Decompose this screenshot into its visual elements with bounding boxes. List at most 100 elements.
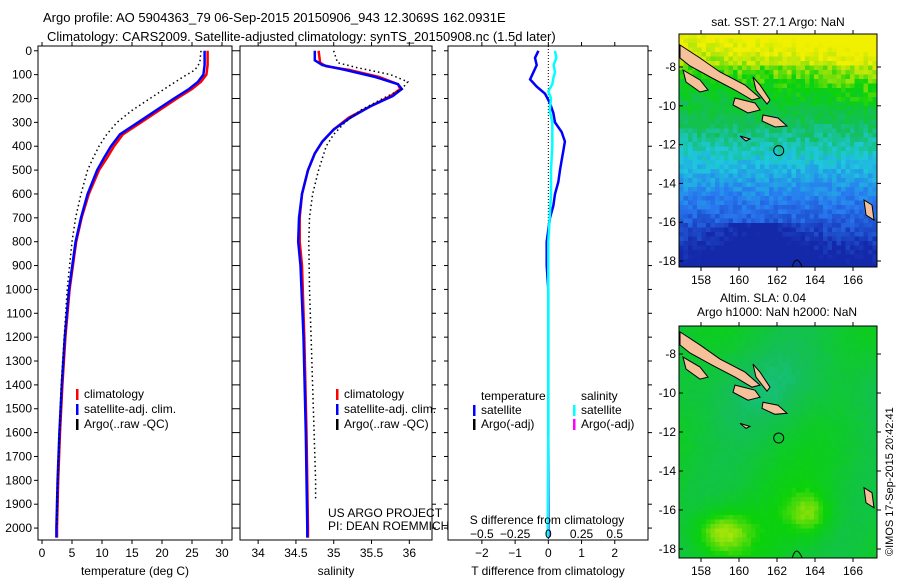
sst-cell xyxy=(760,106,765,111)
sst-cell xyxy=(751,223,756,228)
sst-cell xyxy=(791,218,797,224)
sla-cell xyxy=(854,461,860,466)
sla-cell xyxy=(854,470,860,475)
sla-cell xyxy=(854,389,860,394)
sla-cell xyxy=(809,546,815,552)
sst-cell xyxy=(728,200,734,206)
sla-cell xyxy=(692,326,698,331)
sst-cell xyxy=(724,191,729,197)
sst-cell xyxy=(782,259,788,264)
sst-cell xyxy=(859,214,864,219)
legend-label: satellite xyxy=(481,403,522,417)
sst-cell xyxy=(737,124,743,129)
sla-cell xyxy=(715,434,720,439)
sst-cell xyxy=(688,182,693,188)
sst-cell xyxy=(737,146,743,152)
sla-cell xyxy=(791,497,797,502)
sla-cell xyxy=(697,501,702,507)
sst-cell xyxy=(778,232,783,237)
sla-cell xyxy=(724,452,729,457)
sla-cell xyxy=(832,542,837,547)
sla-cell xyxy=(751,443,756,448)
sla-cell xyxy=(800,339,806,345)
sla-cell xyxy=(814,533,819,538)
sla-cell xyxy=(827,362,833,367)
sla-cell xyxy=(827,407,833,412)
sla-cell xyxy=(796,501,801,507)
sla-cell xyxy=(724,335,729,340)
sst-cell xyxy=(746,83,752,89)
land-island xyxy=(739,135,752,142)
sla-cell xyxy=(773,483,779,489)
sla-cell xyxy=(850,393,855,399)
sst-cell xyxy=(845,34,851,39)
sst-cell xyxy=(701,209,707,215)
sst-cell xyxy=(755,65,761,71)
sla-cell xyxy=(823,362,828,367)
sst-cell xyxy=(800,106,806,111)
sla-cell xyxy=(688,353,693,358)
sst-cell xyxy=(796,79,801,84)
sst-cell xyxy=(679,133,684,138)
sla-cell xyxy=(728,447,734,453)
sst-cell xyxy=(832,205,837,210)
sla-cell xyxy=(710,375,716,381)
sla-cell xyxy=(701,326,707,331)
sla-cell xyxy=(823,474,828,480)
sst-cell xyxy=(778,187,783,192)
map-x-tick-label: 162 xyxy=(767,564,787,578)
sst-cell xyxy=(701,250,707,255)
sst-cell xyxy=(796,52,801,57)
sst-cell xyxy=(814,65,819,71)
sst-cell xyxy=(679,169,684,174)
sla-cell xyxy=(863,326,869,331)
sla-cell xyxy=(796,555,801,559)
sla-cell xyxy=(863,447,869,453)
sla-cell xyxy=(841,434,846,439)
sst-cell xyxy=(706,119,711,125)
sla-cell xyxy=(737,402,743,408)
sst-cell xyxy=(868,236,873,242)
sst-cell xyxy=(868,254,873,260)
sla-cell xyxy=(769,384,774,390)
sst-cell xyxy=(832,137,837,143)
sla-cell xyxy=(688,420,693,426)
sst-cell xyxy=(778,205,783,210)
sla-cell xyxy=(823,546,828,552)
sst-cell xyxy=(782,245,788,251)
sst-cell xyxy=(836,236,842,242)
sla-cell xyxy=(751,506,756,511)
legend-swatch xyxy=(76,404,79,415)
sst-cell xyxy=(710,61,716,66)
sla-cell xyxy=(841,488,846,493)
sla-cell xyxy=(863,519,869,525)
sla-cell xyxy=(850,479,855,484)
sla-cell xyxy=(701,330,707,336)
sla-cell xyxy=(706,465,711,471)
sla-cell xyxy=(818,506,824,511)
sla-cell xyxy=(836,542,842,547)
sst-cell xyxy=(769,47,774,53)
sla-cell xyxy=(737,510,743,516)
sla-cell xyxy=(679,479,684,484)
sla-cell xyxy=(836,555,842,559)
sla-cell xyxy=(706,506,711,511)
sla-cell xyxy=(692,461,698,466)
sst-cell xyxy=(791,128,797,134)
sla-cell xyxy=(800,537,806,543)
sst-cell xyxy=(827,38,833,44)
sla-cell xyxy=(706,542,711,547)
sst-cell xyxy=(841,106,846,111)
sst-cell xyxy=(845,56,851,62)
sla-cell xyxy=(809,524,815,529)
sla-cell xyxy=(701,443,707,448)
sla-cell xyxy=(701,474,707,480)
sla-cell xyxy=(841,438,846,444)
sst-cell xyxy=(814,97,819,102)
sla-cell xyxy=(701,447,707,453)
sst-cell xyxy=(859,191,864,197)
sla-cell xyxy=(697,533,702,538)
sla-cell xyxy=(692,438,698,444)
sla-cell xyxy=(751,344,756,349)
sla-cell xyxy=(796,551,801,556)
